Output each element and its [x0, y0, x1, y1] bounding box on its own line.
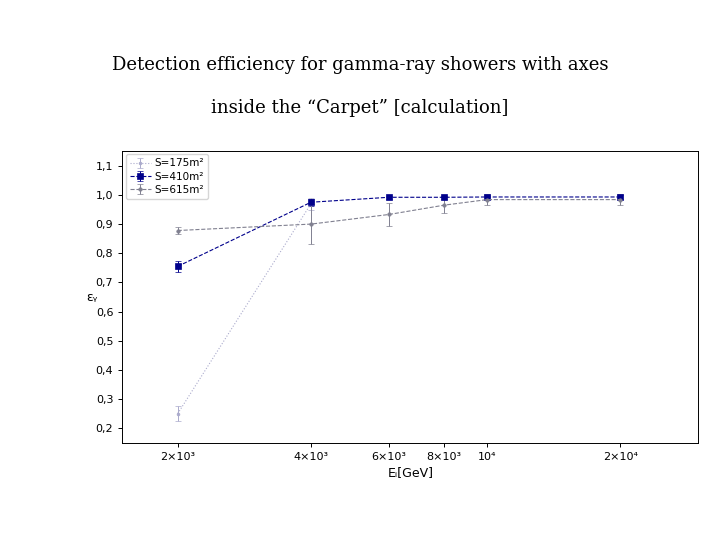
Y-axis label: εᵧ: εᵧ: [86, 291, 97, 303]
X-axis label: Eᵢ[GeV]: Eᵢ[GeV]: [387, 466, 433, 479]
Legend: S=175m², S=410m², S=615m²: S=175m², S=410m², S=615m²: [125, 154, 208, 199]
Text: inside the “Carpet” [calculation]: inside the “Carpet” [calculation]: [211, 99, 509, 117]
Text: Detection efficiency for gamma-ray showers with axes: Detection efficiency for gamma-ray showe…: [112, 56, 608, 74]
